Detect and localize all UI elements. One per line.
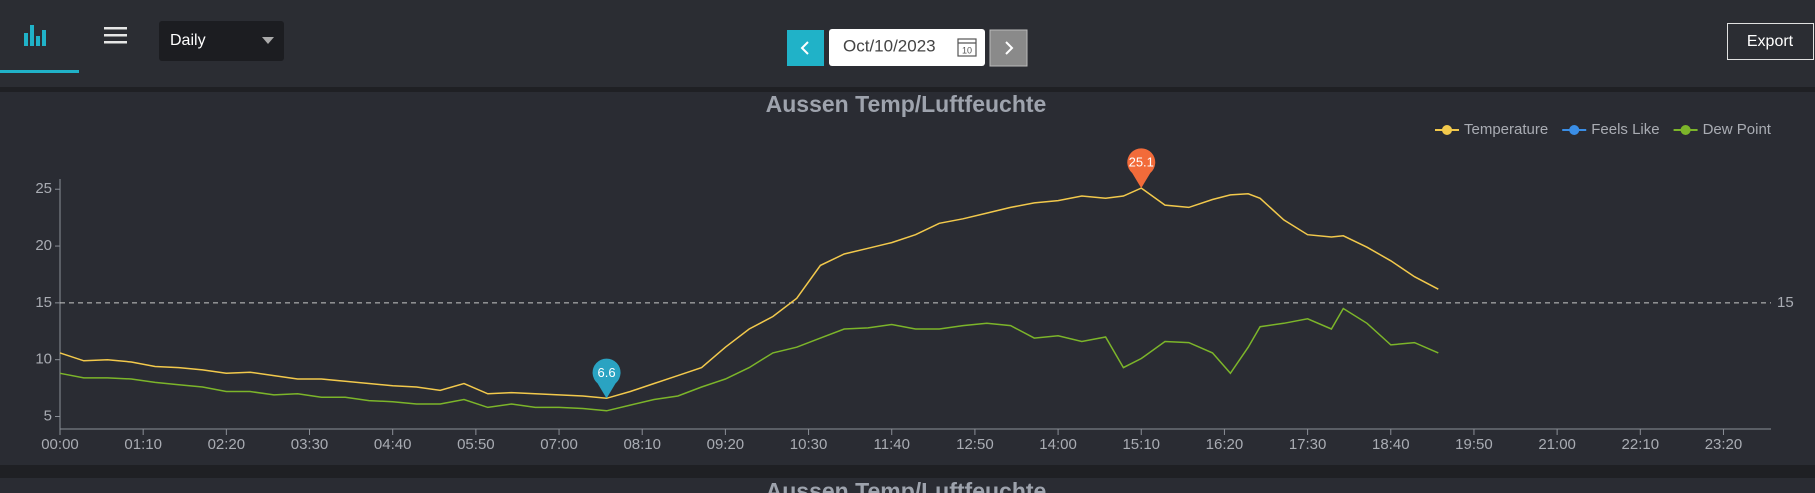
y-tick-label: 20	[35, 237, 52, 254]
x-tick-label: 04:40	[374, 436, 412, 453]
x-tick-label: 14:00	[1039, 436, 1077, 453]
chart-icon[interactable]	[0, 25, 79, 73]
export-label: Export	[1747, 33, 1794, 50]
x-tick-label: 02:20	[208, 436, 246, 453]
x-tick-label: 09:20	[707, 436, 745, 453]
pin	[1127, 148, 1156, 189]
legend-item[interactable]: Temperature	[1435, 121, 1548, 138]
x-tick-label: 11:40	[874, 436, 910, 453]
x-tick-label: 10:30	[790, 436, 828, 453]
x-tick-label: 15:10	[1122, 436, 1160, 453]
chart-title: Aussen Temp/Luftfeuchte	[766, 91, 1047, 117]
period-label: Daily	[170, 32, 206, 49]
x-tick-label: 03:30	[291, 436, 329, 453]
calendar-day: 10	[962, 45, 972, 55]
series-line	[59, 307, 1439, 412]
legend-item[interactable]: Feels Like	[1562, 121, 1660, 138]
pin-label: 6.6	[598, 365, 616, 380]
legend-swatch	[1680, 125, 1691, 135]
x-tick-label: 01:10	[124, 436, 162, 453]
x-tick-label: 08:10	[623, 436, 661, 453]
date-picker[interactable]: Oct/10/2023 10	[829, 29, 985, 66]
y-tick-label: 15	[35, 294, 52, 311]
y-tick-label: 25	[35, 180, 52, 197]
legend-label: Temperature	[1464, 121, 1548, 138]
x-tick-label: 00:00	[41, 436, 79, 453]
legend-swatch	[1569, 125, 1580, 135]
x-tick-label: 17:30	[1289, 436, 1327, 453]
pin	[592, 358, 621, 399]
x-tick-label: 21:00	[1538, 436, 1576, 453]
next-panel	[0, 478, 1815, 493]
legend-label: Feels Like	[1591, 121, 1659, 138]
date-text: Oct/10/2023	[843, 36, 936, 55]
legend-item[interactable]: Dew Point	[1673, 121, 1772, 138]
export-button[interactable]: Export	[1727, 23, 1814, 60]
series-line	[59, 187, 1439, 400]
x-tick-label: 07:00	[540, 436, 578, 453]
next-panel-title: Aussen Temp/Luftfeuchte	[766, 478, 1047, 493]
plot: 5 10 15 20 25 00:00 01:10 02:20 03:30 04:40 05:50 0…	[35, 121, 1793, 453]
pin-label: 25.1	[1129, 155, 1154, 170]
period-dropdown[interactable]: Daily	[159, 21, 284, 61]
x-tick-label: 23:20	[1705, 436, 1743, 453]
x-tick-label: 05:50	[457, 436, 495, 453]
chart-panel	[0, 92, 1815, 465]
y-tick-label: 5	[44, 407, 52, 424]
x-tick-label: 18:40	[1372, 436, 1410, 453]
y-tick-label: 10	[35, 351, 52, 368]
legend-label: Dew Point	[1703, 121, 1772, 138]
menu-icon[interactable]	[104, 27, 127, 44]
legend-swatch	[1442, 125, 1452, 135]
x-tick-label: 19:50	[1455, 436, 1493, 453]
x-tick-label: 22:10	[1622, 436, 1660, 453]
reference-label: 15	[1777, 294, 1794, 311]
x-tick-label: 12:50	[956, 436, 994, 453]
x-tick-label: 16:20	[1206, 436, 1244, 453]
next-button[interactable]	[989, 29, 1028, 67]
prev-button[interactable]	[787, 30, 824, 66]
